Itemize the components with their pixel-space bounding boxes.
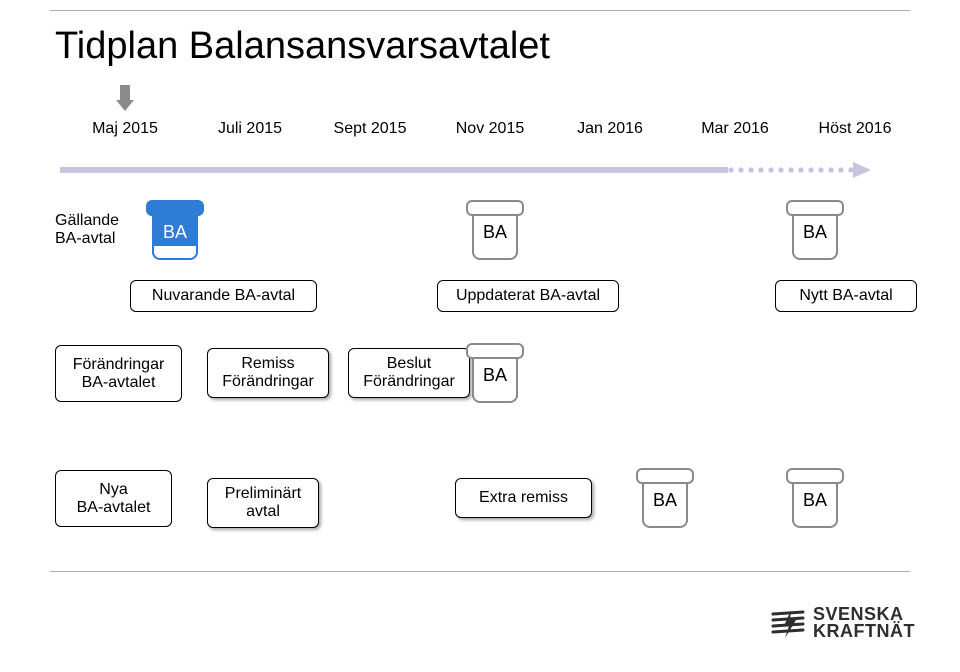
row3-left-box: NyaBA-avtalet: [55, 470, 172, 527]
scroll-doc-icon: BA: [786, 468, 844, 528]
row1-box: Nuvarande BA-avtal: [130, 280, 317, 312]
scroll-doc-icon: BA: [786, 200, 844, 260]
row1-box: Uppdaterat BA-avtal: [437, 280, 619, 312]
current-time-marker-icon: [116, 85, 134, 113]
timeline-month: Höst 2016: [819, 120, 892, 138]
rule-top: [50, 10, 910, 11]
timeline-month: Juli 2015: [218, 120, 282, 138]
row3-item: Preliminärtavtal: [207, 478, 319, 528]
scroll-doc-icon: BA: [466, 343, 524, 403]
scroll-doc-icon: BA: [146, 200, 204, 260]
row2-left-box: FörändringarBA-avtalet: [55, 345, 182, 402]
timeline-month: Nov 2015: [456, 120, 525, 138]
timeline-month: Mar 2016: [701, 120, 769, 138]
scroll-doc-icon: BA: [466, 200, 524, 260]
row1-box: Nytt BA-avtal: [775, 280, 917, 312]
row2-item: RemissFörändringar: [207, 348, 329, 398]
slide-title: Tidplan Balansansvarsavtalet: [55, 25, 550, 68]
slide: Tidplan Balansansvarsavtalet Maj 2015 Jul…: [0, 0, 960, 672]
rule-bottom: [50, 571, 910, 572]
logo-mark-icon: [771, 606, 805, 640]
row2-item: BeslutFörändringar: [348, 348, 470, 398]
logo-text-2: KRAFTNÄT: [813, 623, 915, 640]
timeline-axis: [60, 160, 895, 180]
row1-label: GällandeBA-avtal: [55, 212, 119, 249]
timeline-month: Sept 2015: [334, 120, 407, 138]
timeline-month: Maj 2015: [92, 120, 158, 138]
scroll-doc-icon: BA: [636, 468, 694, 528]
svenska-kraftnat-logo: SVENSKA KRAFTNÄT: [771, 606, 915, 640]
row3-item: Extra remiss: [455, 478, 592, 518]
timeline-month: Jan 2016: [577, 120, 643, 138]
